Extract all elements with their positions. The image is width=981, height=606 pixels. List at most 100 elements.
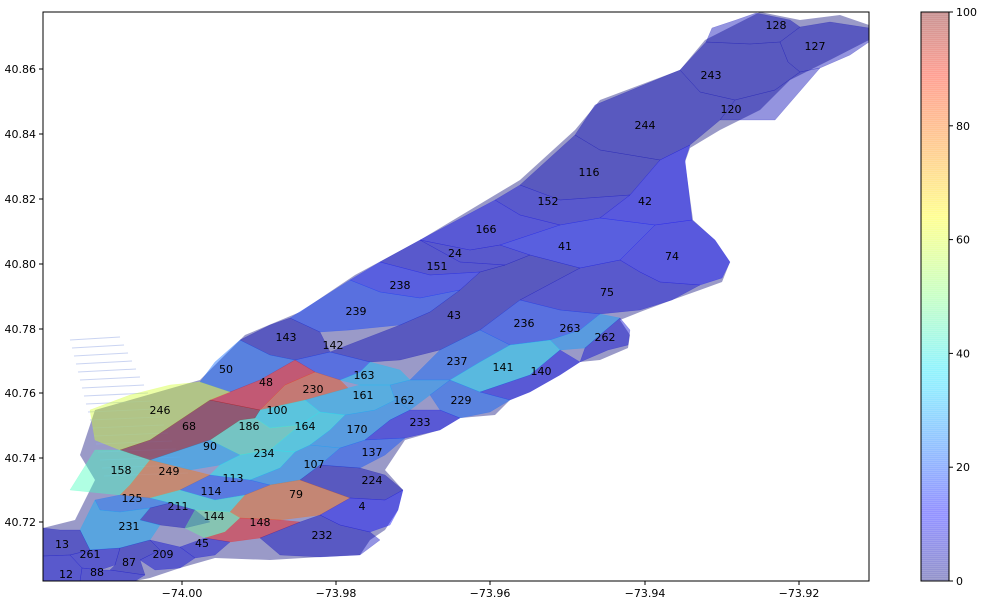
zone-label-41: 41 (558, 240, 572, 253)
zone-100 (254, 399, 321, 429)
zone-141 (449, 339, 561, 393)
zone-237 (409, 329, 511, 381)
pier-line (99, 456, 181, 461)
y-tick-label: 40.86 (5, 63, 37, 76)
zone-label-137: 137 (362, 446, 383, 459)
zone-4 (319, 489, 404, 533)
zone-261 (69, 547, 121, 571)
zone-label-236: 236 (514, 317, 535, 330)
zone-148 (204, 517, 301, 543)
pier-line (83, 392, 149, 397)
zone-239 (289, 279, 461, 333)
zone-231 (79, 499, 161, 551)
zone-label-45: 45 (195, 537, 209, 550)
zone-87 (109, 539, 161, 576)
zone-label-144: 144 (204, 510, 225, 523)
x-tick-label: −73.94 (625, 587, 666, 600)
zone-24 (419, 239, 531, 266)
pier-line (103, 472, 189, 477)
zone-label-211: 211 (168, 500, 189, 513)
zone-label-12: 12 (59, 568, 73, 581)
zone-label-166: 166 (476, 223, 497, 236)
colorbar-tick-label: 60 (956, 234, 970, 247)
pier-line (81, 384, 145, 389)
zone-label-140: 140 (531, 365, 552, 378)
zone-137 (319, 437, 406, 469)
zone-209 (139, 539, 196, 571)
zone-170 (309, 399, 411, 449)
zone-label-224: 224 (362, 474, 383, 487)
zone-158 (69, 449, 151, 496)
pier-line (87, 408, 157, 413)
zone-label-141: 141 (493, 361, 514, 374)
colorbar-tick-label: 0 (956, 575, 963, 588)
zone-238 (349, 261, 481, 299)
zone-label-249: 249 (159, 465, 180, 478)
y-tick-label: 40.78 (5, 323, 37, 336)
zone-152 (494, 184, 631, 226)
zone-48 (209, 359, 316, 411)
zone-43 (329, 254, 581, 363)
zone-45 (179, 537, 231, 559)
zone-label-170: 170 (347, 423, 368, 436)
x-tick-label: −73.96 (470, 587, 511, 600)
landmass-base (43, 12, 869, 581)
zone-label-75: 75 (600, 286, 614, 299)
zone-label-50: 50 (219, 363, 233, 376)
zone-label-4: 4 (359, 500, 366, 513)
zone-label-120: 120 (721, 103, 742, 116)
zone-113 (179, 474, 271, 501)
zone-142 (294, 351, 371, 381)
zone-243 (679, 41, 801, 101)
y-tick-label: 40.82 (5, 193, 37, 206)
zone-label-48: 48 (259, 376, 273, 389)
zone-label-148: 148 (250, 516, 271, 529)
pier-line (97, 448, 177, 453)
zone-label-125: 125 (122, 492, 143, 505)
zone-166 (419, 199, 561, 251)
zone-68 (119, 399, 261, 461)
zone-label-262: 262 (595, 331, 616, 344)
zone-label-24: 24 (448, 247, 462, 260)
zone-label-143: 143 (276, 331, 297, 344)
zone-161 (304, 384, 396, 416)
zone-label-68: 68 (182, 420, 196, 433)
pier-line (91, 424, 165, 429)
zone-label-100: 100 (267, 404, 288, 417)
zone-label-246: 246 (150, 404, 171, 417)
zone-230 (259, 371, 349, 411)
colorbar-frame (920, 11, 950, 582)
zone-246 (89, 381, 231, 451)
zone-label-161: 161 (353, 389, 374, 402)
zone-144 (184, 509, 241, 539)
zone-label-263: 263 (560, 322, 581, 335)
zone-label-163: 163 (354, 369, 375, 382)
zone-143 (239, 317, 331, 361)
zone-label-209: 209 (153, 548, 174, 561)
pier-line (69, 336, 121, 341)
zone-211 (139, 502, 211, 529)
zone-label-88: 88 (90, 566, 104, 579)
zone-107 (249, 444, 341, 486)
y-axis: 40.72 40.74 40.76 40.78 40.80 40.82 40.84 40.86 (5, 63, 43, 529)
y-tick-label: 40.76 (5, 387, 37, 400)
plot-frame (42, 11, 870, 582)
zone-75 (519, 259, 701, 315)
zone-263 (549, 313, 621, 351)
zone-232 (259, 514, 381, 558)
zone-164 (269, 411, 346, 453)
pier-line (77, 368, 137, 373)
zone-163 (339, 361, 411, 386)
zone-label-142: 142 (323, 339, 344, 352)
y-tick-label: 40.74 (5, 452, 37, 465)
zone-label-164: 164 (295, 420, 316, 433)
zone-label-79: 79 (289, 488, 303, 501)
zone-label-229: 229 (451, 394, 472, 407)
zone-233 (364, 409, 461, 441)
zone-label-244: 244 (635, 119, 656, 132)
x-axis: −74.00 −73.98 −73.96 −73.94 −73.92 (162, 581, 819, 600)
y-tick-label: 40.72 (5, 516, 37, 529)
zone-label-114: 114 (201, 485, 222, 498)
pier-line (85, 400, 153, 405)
